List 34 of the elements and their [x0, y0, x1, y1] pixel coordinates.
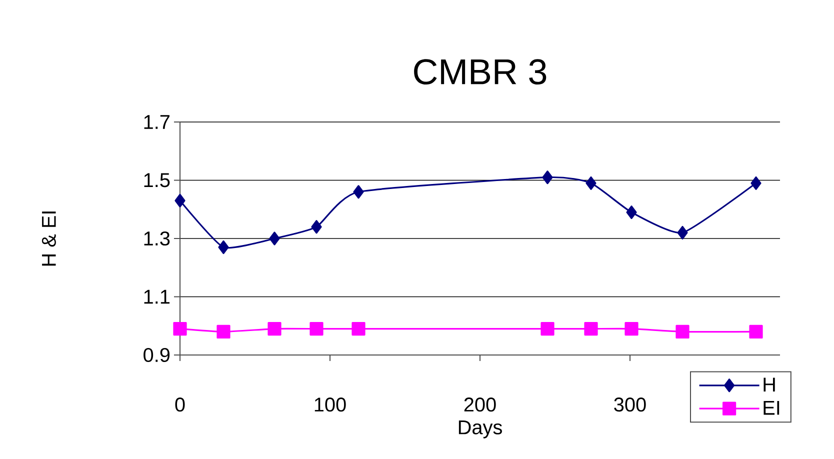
point	[216, 324, 230, 338]
point	[542, 170, 553, 184]
y-tick-label: 1.5	[144, 173, 170, 188]
x-tick-label: 200	[464, 398, 496, 412]
y-tick-label: 0.9	[144, 348, 170, 362]
x-tick-label: 0	[175, 398, 185, 412]
point	[677, 226, 688, 240]
point	[269, 232, 280, 246]
point	[173, 322, 187, 336]
point	[174, 194, 186, 208]
point	[268, 322, 282, 336]
point	[352, 322, 366, 336]
x-axis-title: Days	[458, 420, 502, 438]
point	[676, 324, 690, 338]
y-tick-label: 1.7	[144, 115, 170, 129]
legend-label: H	[764, 378, 775, 392]
point	[586, 176, 596, 190]
point	[750, 176, 762, 190]
point	[353, 185, 364, 199]
y-axis-title: H & EI	[42, 212, 56, 266]
point	[624, 322, 638, 336]
x-tick-label: 300	[614, 398, 646, 412]
point	[540, 322, 554, 336]
point	[749, 324, 763, 338]
y-tick-label: 1.3	[144, 231, 170, 246]
chart-title: CMBR 3	[414, 59, 546, 85]
point	[311, 220, 322, 234]
point	[584, 322, 598, 336]
point	[626, 205, 637, 220]
legend-label: EI	[764, 400, 780, 415]
y-tick-label: 1.1	[144, 290, 170, 304]
x-tick-label: 100	[314, 398, 346, 412]
point	[218, 240, 229, 254]
point	[310, 322, 324, 336]
